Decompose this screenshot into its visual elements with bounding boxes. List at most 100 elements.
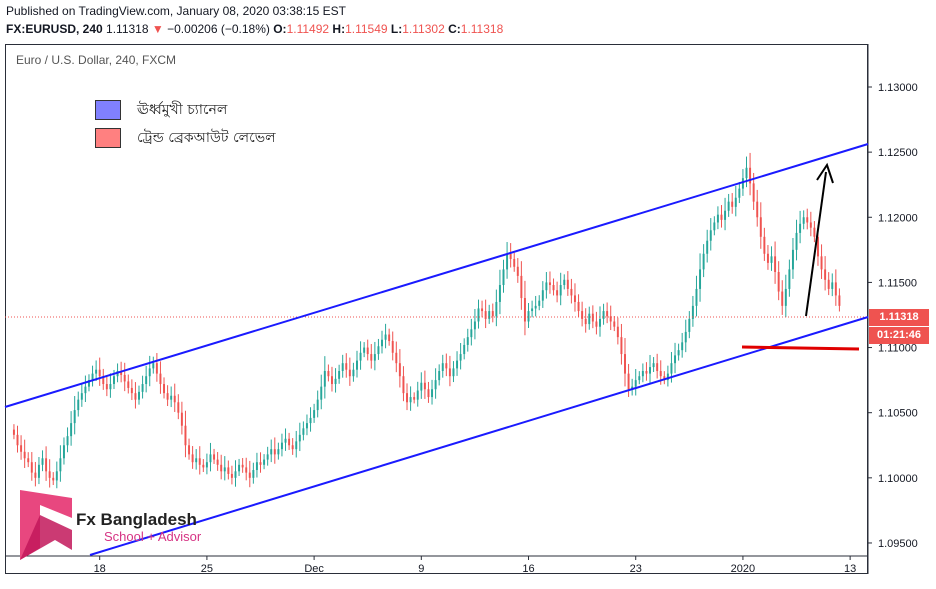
candle bbox=[359, 341, 362, 370]
candle bbox=[109, 373, 112, 398]
candle bbox=[624, 338, 626, 387]
candle bbox=[305, 414, 308, 436]
candle bbox=[713, 216, 716, 236]
candle bbox=[413, 392, 416, 404]
candle bbox=[677, 343, 680, 361]
candle bbox=[127, 374, 130, 394]
candle bbox=[720, 205, 723, 228]
candle bbox=[298, 422, 301, 452]
candle bbox=[563, 274, 566, 290]
candle bbox=[788, 259, 791, 297]
candle bbox=[409, 386, 412, 411]
candle bbox=[80, 384, 83, 407]
candle bbox=[255, 452, 258, 478]
candle bbox=[170, 386, 173, 408]
candle bbox=[338, 364, 341, 384]
change: −0.00206 (−0.18%) bbox=[167, 22, 270, 36]
candle bbox=[191, 446, 194, 469]
candle bbox=[445, 353, 448, 377]
y-tick-label: 1.10000 bbox=[878, 473, 918, 485]
candle bbox=[795, 219, 798, 261]
candle bbox=[341, 354, 344, 378]
candle bbox=[130, 379, 133, 401]
candle bbox=[709, 218, 712, 251]
x-axis-ticks: 18 25 Dec 9 16 23 2020 13 bbox=[94, 556, 856, 575]
candle bbox=[448, 355, 451, 387]
candle bbox=[613, 316, 616, 332]
candle bbox=[373, 341, 376, 371]
candle bbox=[695, 275, 698, 317]
candle bbox=[463, 338, 466, 360]
candle bbox=[73, 396, 76, 435]
candle bbox=[356, 350, 358, 378]
candle bbox=[377, 338, 380, 360]
candle bbox=[784, 274, 787, 318]
open-label: O: bbox=[273, 22, 287, 36]
candle bbox=[509, 243, 512, 268]
channel-lower-line bbox=[89, 316, 869, 556]
candle bbox=[98, 357, 101, 386]
candle bbox=[473, 308, 476, 340]
candle bbox=[313, 403, 316, 423]
candle bbox=[663, 371, 666, 385]
candle bbox=[838, 288, 841, 312]
candle bbox=[452, 361, 455, 383]
candle bbox=[620, 323, 623, 365]
candle bbox=[531, 300, 534, 318]
candle bbox=[745, 156, 748, 188]
candle bbox=[538, 295, 541, 311]
candle bbox=[423, 370, 426, 399]
candle bbox=[699, 253, 702, 302]
candle bbox=[309, 407, 312, 432]
x-tick-label: 13 bbox=[844, 563, 856, 575]
candle bbox=[20, 435, 23, 460]
candle bbox=[230, 465, 233, 485]
candle bbox=[202, 459, 205, 472]
candle bbox=[498, 269, 501, 315]
candle bbox=[577, 294, 580, 318]
x-tick-label: 25 bbox=[201, 563, 213, 575]
candle bbox=[595, 311, 598, 335]
last-price: 1.11318 bbox=[106, 22, 149, 36]
candle bbox=[398, 349, 401, 388]
candle bbox=[155, 353, 158, 382]
legend-item-channel: ঊর্ধ্বমুখী চ্যানেল bbox=[95, 99, 227, 121]
candle bbox=[802, 210, 805, 230]
candle bbox=[484, 299, 487, 329]
x-tick-label: Dec bbox=[304, 563, 324, 575]
candle bbox=[138, 385, 140, 405]
candle bbox=[813, 221, 816, 243]
candle bbox=[606, 302, 609, 324]
candle bbox=[323, 356, 326, 399]
candle bbox=[366, 339, 369, 361]
y-tick-label: 1.11500 bbox=[878, 277, 917, 289]
candle bbox=[70, 411, 73, 446]
candle bbox=[591, 305, 594, 329]
candle bbox=[84, 375, 87, 403]
candles-group bbox=[12, 152, 841, 489]
candle bbox=[738, 181, 741, 204]
candle bbox=[434, 368, 437, 399]
candle bbox=[548, 271, 551, 294]
candle bbox=[105, 375, 108, 397]
candle bbox=[95, 360, 98, 382]
y-tick-label: 1.10500 bbox=[878, 408, 918, 420]
y-tick-label: 1.09500 bbox=[878, 538, 918, 550]
candle bbox=[724, 197, 727, 231]
candle bbox=[641, 363, 644, 383]
candle bbox=[731, 193, 734, 214]
down-arrow-icon: ▼ bbox=[151, 22, 164, 36]
candle bbox=[627, 363, 630, 397]
candle bbox=[87, 374, 90, 392]
candle bbox=[727, 193, 730, 217]
candle bbox=[198, 446, 201, 475]
candle bbox=[48, 459, 51, 488]
candle bbox=[488, 304, 491, 324]
candle bbox=[184, 410, 187, 458]
candle bbox=[209, 442, 212, 472]
candle bbox=[616, 317, 619, 345]
candle bbox=[749, 152, 752, 196]
low-value: 1.11302 bbox=[402, 22, 445, 36]
candle bbox=[770, 246, 773, 271]
